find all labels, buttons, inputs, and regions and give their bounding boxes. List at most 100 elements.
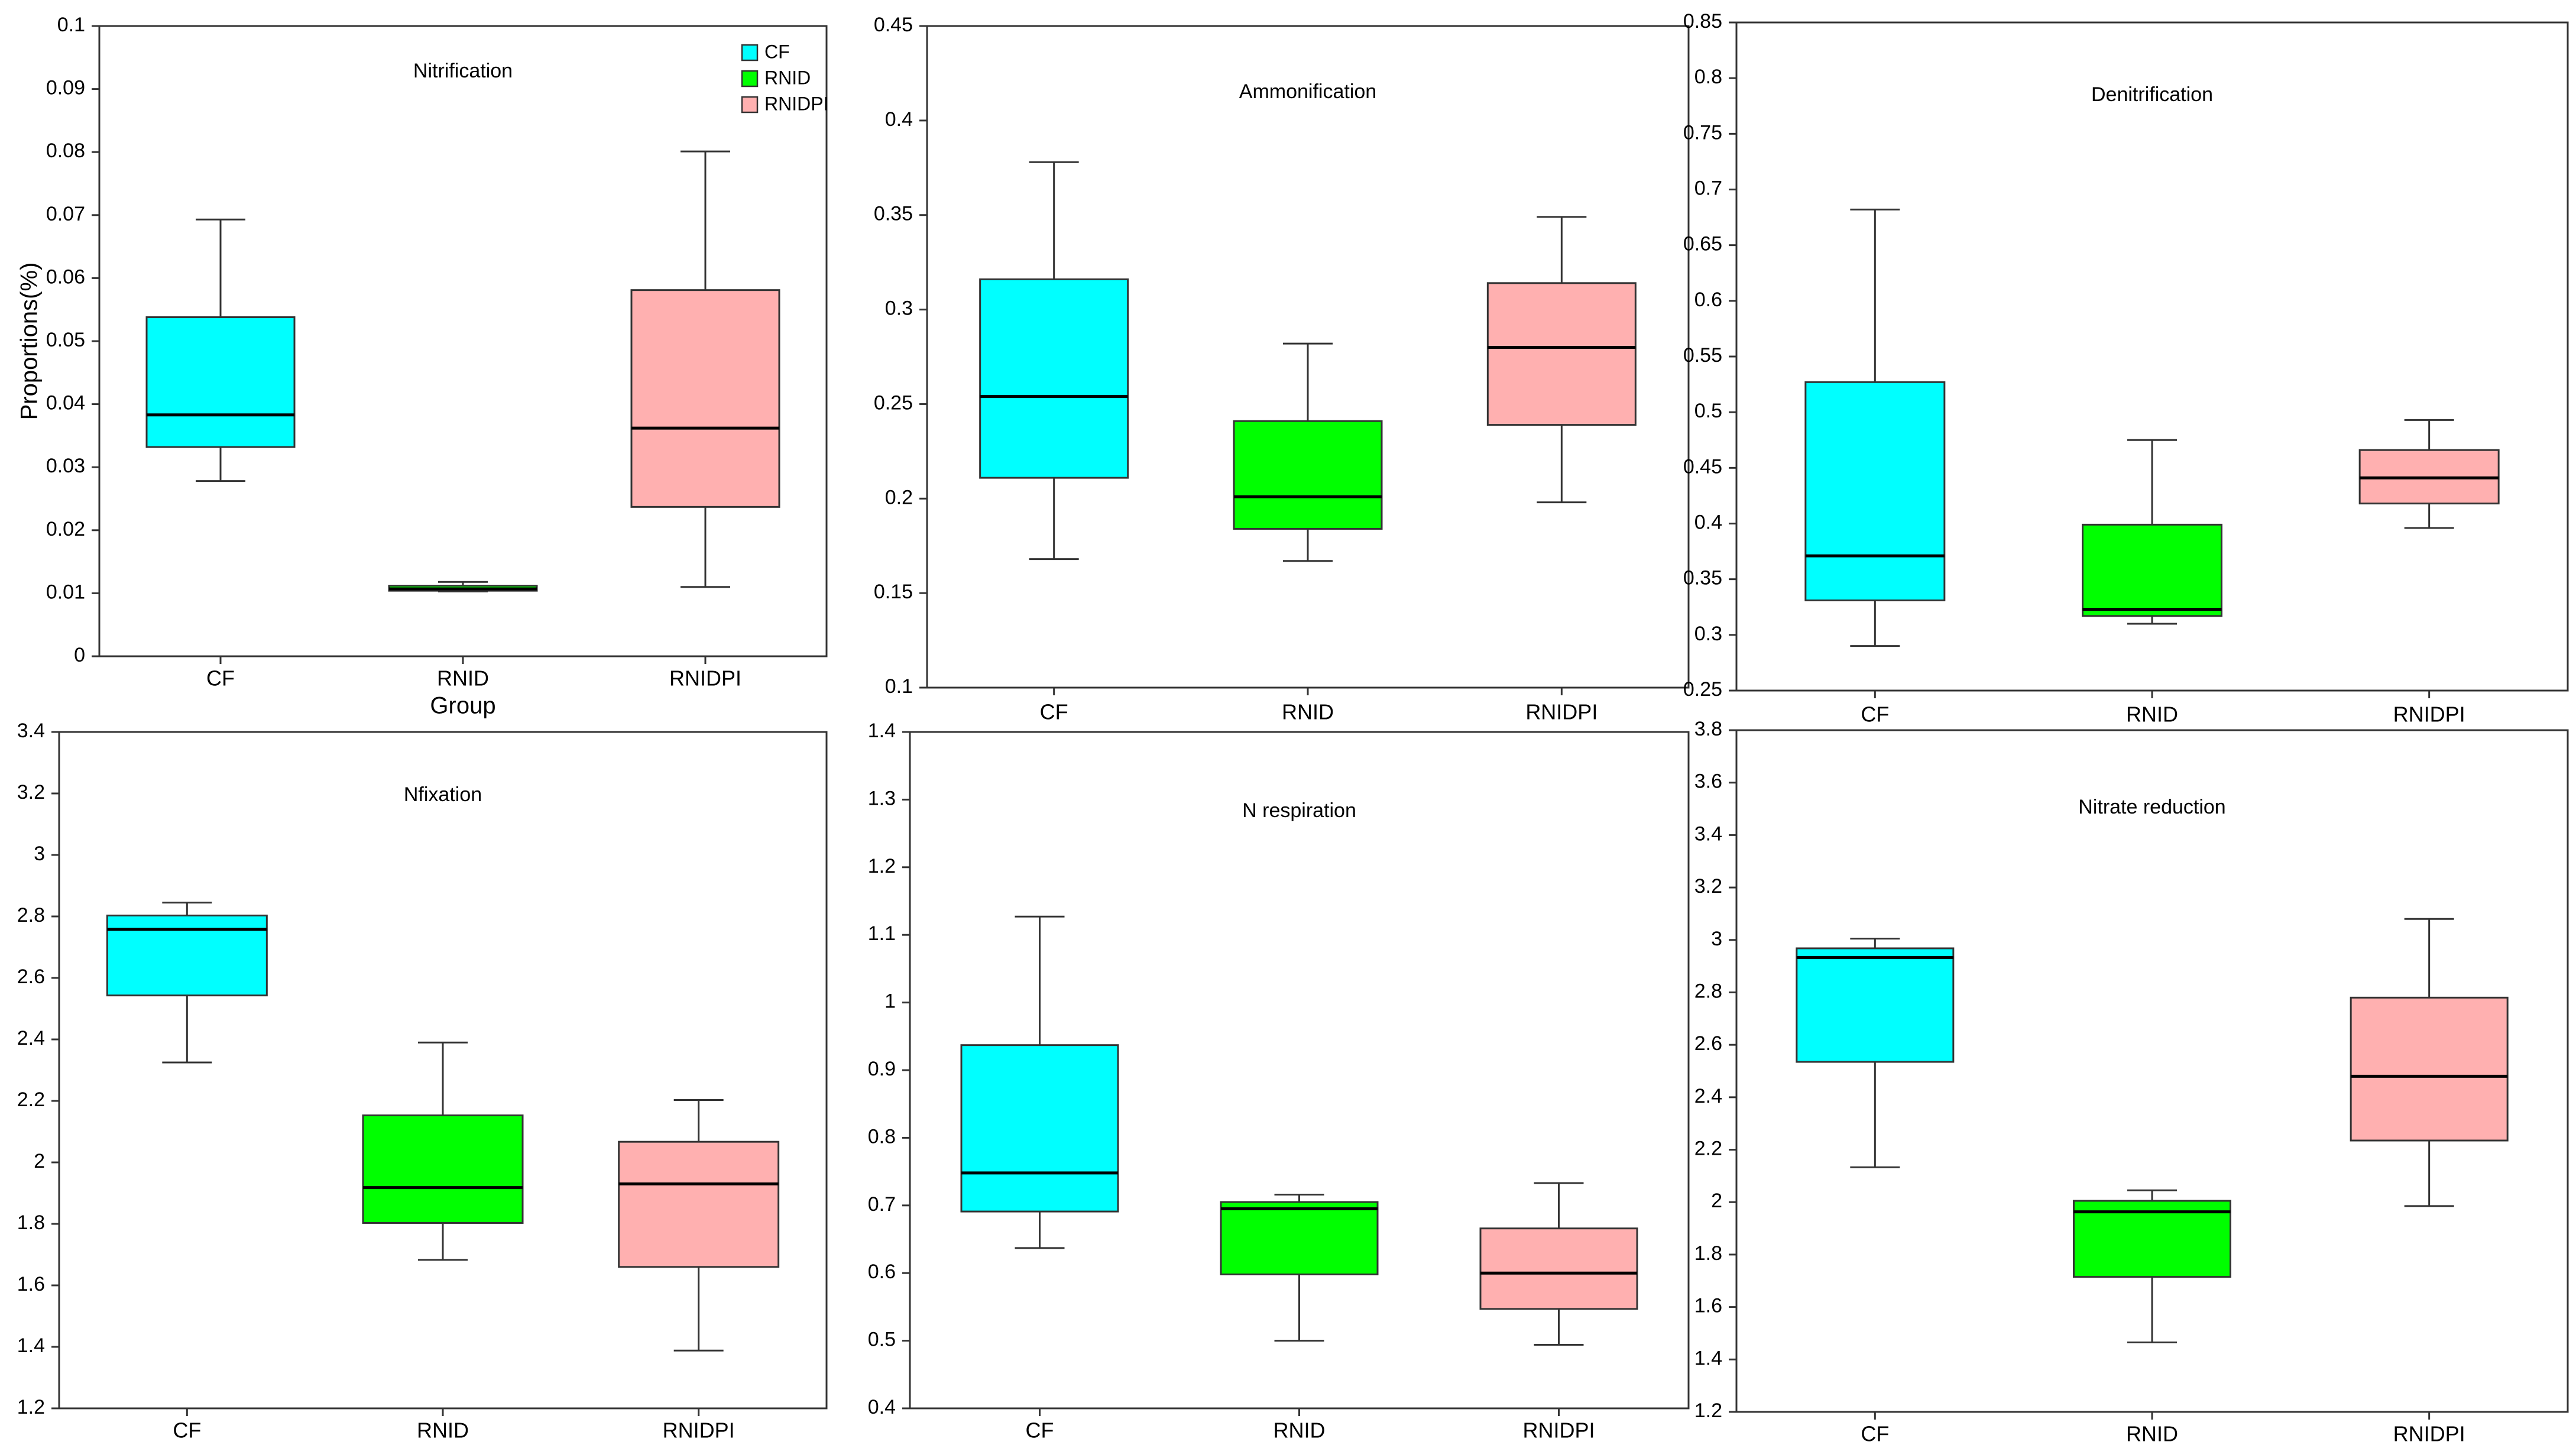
box-iqr — [979, 278, 1129, 479]
y-tick-label: 0.08 — [46, 140, 85, 162]
panel-title: Nitrification — [413, 60, 513, 82]
y-tick-label: 3.6 — [1694, 770, 1722, 793]
x-tick-label-rnid: RNID — [1274, 1418, 1326, 1443]
x-tick-label-cf: CF — [173, 1418, 201, 1443]
box-rnidpi — [2350, 918, 2509, 1207]
legend: CF RNID RNIDPI — [741, 41, 828, 114]
y-tick-label: 2.2 — [1694, 1138, 1722, 1160]
y-tick-label: 0.7 — [868, 1193, 896, 1216]
y-tick-label: 1.6 — [1694, 1295, 1722, 1317]
box-rnidpi — [1479, 1182, 1638, 1346]
y-tick-label: 0.4 — [868, 1396, 896, 1418]
box-rnidpi — [1486, 216, 1637, 504]
box-rnid — [362, 1041, 524, 1261]
x-tick-label-rnidpi: RNIDPI — [669, 666, 741, 691]
box-iqr — [1486, 282, 1637, 426]
box-iqr — [362, 1114, 524, 1224]
box-cf — [979, 161, 1129, 560]
legend-label-cf: CF — [764, 41, 790, 62]
x-axis-label: Group — [430, 693, 495, 719]
box-rnid — [388, 581, 538, 592]
y-tick-label: 0.8 — [868, 1125, 896, 1148]
y-tick-label: 0.75 — [1683, 121, 1722, 144]
y-tick-label: 0.3 — [1694, 623, 1722, 645]
y-tick-label: 3.2 — [1694, 875, 1722, 898]
box-iqr — [1804, 381, 1946, 601]
x-tick-label-rnidpi: RNIDPI — [663, 1418, 735, 1443]
y-tick-label: 1.1 — [868, 922, 896, 945]
box-iqr — [630, 289, 780, 508]
legend-label-rnid: RNID — [764, 67, 811, 88]
y-tick-label: 0.1 — [57, 14, 85, 36]
box-rnidpi — [630, 150, 780, 588]
y-tick-label: 0.65 — [1683, 233, 1722, 255]
x-tick-label-cf: CF — [1040, 700, 1068, 724]
y-tick-label: 0.35 — [1683, 567, 1722, 589]
box-cf — [1796, 938, 1955, 1168]
y-tick-label: 1.2 — [1694, 1399, 1722, 1422]
y-tick-label: 3.2 — [17, 781, 45, 804]
panel-ammonification: 0.1 0.15 0.2 0.25 0.3 0.35 0.4 0.45 CF RNID RNIDPI… — [874, 14, 1690, 724]
y-tick-label: 0.55 — [1683, 344, 1722, 367]
y-tick-label: 3.8 — [1694, 718, 1722, 740]
y-tick-label: 1.2 — [868, 855, 896, 877]
y-tick-label: 0.25 — [874, 391, 913, 414]
y-tick-label: 2.8 — [1694, 980, 1722, 1002]
y-tick-label: 0.1 — [885, 675, 913, 698]
box-rnidpi — [2358, 419, 2500, 529]
x-tick-label-cf: CF — [1861, 702, 1889, 727]
y-tick-label: 0.04 — [46, 392, 85, 414]
y-tick-label: 0.03 — [46, 455, 85, 477]
y-tick-label: 1.4 — [17, 1334, 45, 1357]
panel-nitrification: 0 0.01 0.02 0.03 0.04 0.05 0.06 0.07 0.08 0.09 0.1… — [17, 14, 829, 719]
y-tick-label: 0.45 — [874, 14, 913, 36]
y-tick-label: 2 — [34, 1150, 45, 1172]
y-tick-label: 1 — [884, 990, 896, 1013]
legend-swatch-rnid — [741, 70, 759, 88]
y-tick-label: 1.6 — [17, 1273, 45, 1295]
box-iqr — [2073, 1200, 2231, 1278]
box-rnid — [1233, 342, 1383, 562]
box-iqr — [960, 1044, 1119, 1213]
panel-title: Nitrate reduction — [2078, 796, 2225, 818]
y-tick-label: 0.35 — [874, 203, 913, 225]
x-tick-label-cf: CF — [206, 666, 235, 691]
y-tick-label: 0.07 — [46, 203, 85, 225]
y-tick-label: 1.2 — [17, 1396, 45, 1418]
y-tick-label: 0.45 — [1683, 455, 1722, 478]
y-tick-label: 0.2 — [885, 486, 913, 508]
y-tick-label: 1.4 — [868, 720, 896, 742]
x-tick-label-rnid: RNID — [2126, 702, 2178, 727]
y-tick-label: 1.8 — [17, 1211, 45, 1234]
panel-title: Nfixation — [404, 783, 482, 806]
box-iqr — [1233, 420, 1383, 530]
y-tick-label: 0.09 — [46, 77, 85, 99]
box-iqr — [106, 914, 268, 997]
y-tick-label: 0 — [74, 644, 85, 666]
y-tick-label: 2.6 — [1694, 1032, 1722, 1055]
panel-n-respiration: 0.4 0.5 0.6 0.7 0.8 0.9 1 1.1 1.2 1.3 1.4 CF RNID RNI… — [868, 720, 1690, 1443]
y-tick-label: 2.4 — [17, 1027, 45, 1049]
x-tick-label-rnidpi: RNIDPI — [2393, 1422, 2465, 1445]
box-cf — [960, 915, 1119, 1249]
legend-swatch-cf — [741, 44, 759, 61]
y-tick-label: 0.5 — [868, 1329, 896, 1351]
box-rnid — [2082, 439, 2222, 625]
box-iqr — [1796, 947, 1955, 1063]
box-rnidpi — [618, 1099, 780, 1352]
y-tick-label: 0.8 — [1694, 66, 1722, 88]
box-iqr — [2350, 996, 2509, 1142]
y-tick-label: 0.06 — [46, 265, 85, 288]
x-tick-label-rnidpi: RNIDPI — [1522, 1418, 1595, 1443]
y-tick-label: 0.4 — [885, 108, 913, 131]
y-tick-label: 2.2 — [17, 1088, 45, 1111]
y-tick-label: 3.4 — [1694, 822, 1722, 845]
panel-title: Ammonification — [1239, 80, 1376, 103]
box-cf — [1804, 208, 1946, 647]
x-tick-label-rnid: RNID — [2126, 1422, 2178, 1445]
y-tick-label: 0.9 — [868, 1058, 896, 1080]
y-tick-label: 2.6 — [17, 966, 45, 988]
y-tick-label: 0.85 — [1683, 10, 1722, 33]
y-tick-label: 0.7 — [1694, 177, 1722, 199]
